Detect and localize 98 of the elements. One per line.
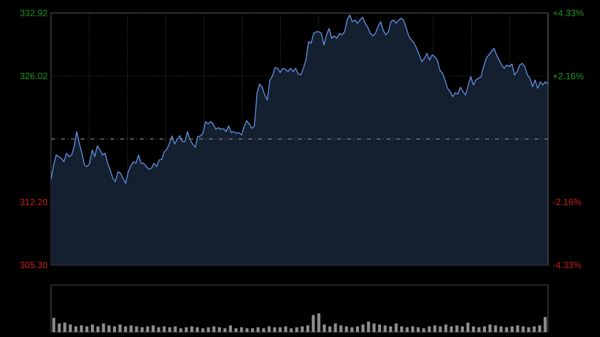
bar — [544, 316, 547, 332]
bar — [444, 324, 448, 332]
bar — [240, 327, 244, 332]
bar — [438, 326, 442, 332]
bar — [168, 327, 172, 332]
bar — [306, 325, 310, 332]
y2-tick-label: -2.16% — [553, 198, 582, 206]
bar — [196, 327, 199, 332]
bar — [322, 324, 326, 332]
bar — [278, 327, 282, 332]
bar — [433, 325, 436, 332]
bar — [190, 326, 194, 332]
bar — [411, 326, 414, 332]
bar — [378, 324, 382, 332]
bar — [68, 324, 72, 332]
y-tick-label: 326.02 — [20, 72, 48, 80]
bar — [384, 325, 387, 332]
bar — [334, 324, 337, 332]
bar — [174, 326, 177, 332]
bar — [223, 328, 226, 332]
bar — [482, 326, 486, 332]
y2-tick-label: -4.33% — [553, 262, 582, 268]
bar — [80, 325, 83, 332]
bar — [472, 326, 475, 332]
bar — [372, 324, 376, 332]
y-tick-label: 312.20 — [20, 198, 48, 206]
bar — [389, 326, 392, 332]
bar — [505, 327, 508, 332]
y-tick-label: 332.92 — [20, 10, 48, 16]
bar — [107, 325, 111, 332]
bar — [422, 328, 426, 332]
bar — [212, 326, 216, 332]
bar — [538, 325, 542, 332]
bar — [124, 326, 128, 332]
bar — [312, 315, 315, 332]
bar — [367, 322, 370, 332]
bar — [74, 326, 78, 332]
bar — [162, 326, 166, 332]
bar — [201, 328, 204, 332]
bar — [361, 324, 365, 332]
bar — [284, 326, 288, 332]
bar — [400, 326, 404, 332]
y2-tick-label: +4.33% — [553, 10, 584, 16]
bar — [416, 327, 420, 332]
bar — [290, 328, 293, 332]
bar — [455, 325, 458, 332]
bar — [218, 327, 221, 332]
bar — [344, 326, 348, 332]
bar — [246, 328, 249, 332]
bar — [206, 327, 210, 332]
bar — [268, 326, 271, 332]
bar — [234, 328, 238, 332]
bar — [450, 326, 453, 332]
bar — [135, 326, 138, 332]
bar — [146, 326, 150, 332]
bar — [350, 327, 354, 332]
bar — [140, 327, 144, 332]
bar — [228, 325, 232, 332]
bar — [130, 325, 133, 332]
bar — [522, 326, 525, 332]
bar — [179, 328, 182, 332]
bar — [516, 325, 520, 332]
bar — [494, 325, 498, 332]
bar — [356, 326, 359, 332]
bar — [317, 313, 320, 332]
bar — [256, 327, 260, 332]
bar — [118, 324, 122, 332]
bar — [488, 324, 492, 332]
bar — [510, 326, 514, 332]
y2-tick-label: +2.16% — [553, 72, 584, 80]
bar — [90, 324, 94, 332]
bar — [428, 326, 431, 332]
bar — [460, 326, 464, 332]
bar — [406, 327, 409, 332]
bar — [339, 325, 342, 332]
bar — [532, 326, 536, 332]
bar — [157, 327, 160, 332]
bar — [466, 322, 470, 332]
bar — [477, 327, 480, 332]
bar — [96, 326, 100, 332]
bar — [251, 328, 254, 332]
bar — [273, 327, 276, 332]
bar — [52, 318, 56, 332]
bar — [262, 328, 266, 332]
bar — [58, 324, 61, 332]
bar — [300, 326, 304, 332]
bar — [112, 326, 116, 332]
bar — [184, 327, 188, 332]
bar — [394, 324, 398, 332]
bar — [527, 327, 530, 332]
y-tick-label: 305.30 — [20, 262, 48, 268]
bar — [63, 322, 66, 332]
bar — [102, 324, 105, 332]
bar — [295, 327, 298, 332]
bar — [85, 326, 88, 332]
bar — [152, 325, 155, 332]
bar — [500, 326, 503, 332]
bar — [328, 326, 332, 332]
